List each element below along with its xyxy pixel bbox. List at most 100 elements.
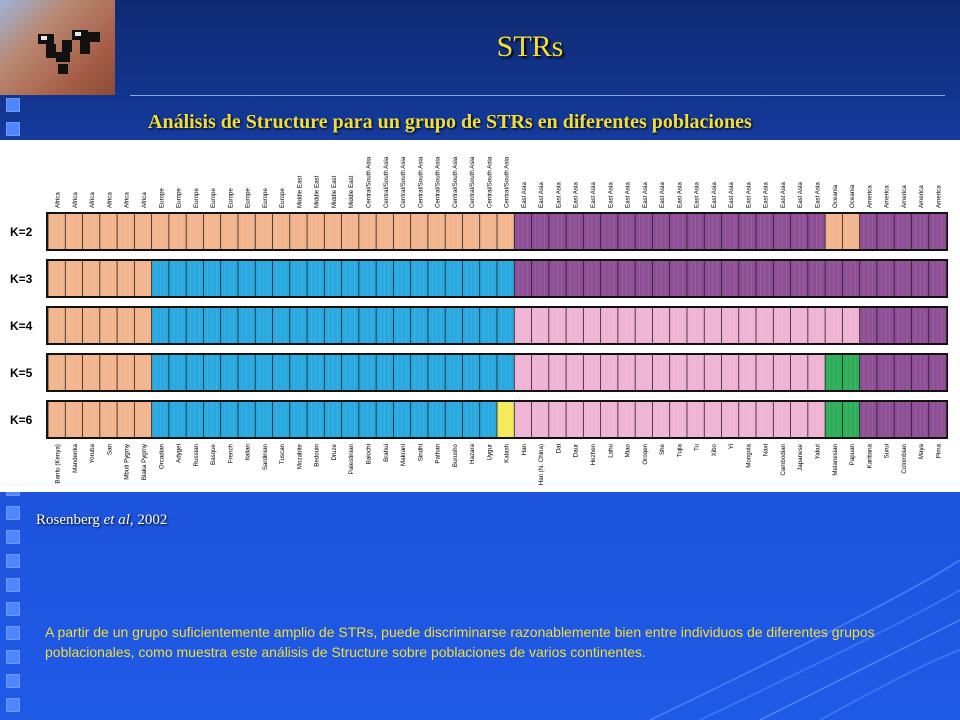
region-label: Africa bbox=[89, 192, 96, 208]
population-block bbox=[117, 402, 135, 437]
population-label: Sardinian bbox=[262, 443, 269, 470]
population-block bbox=[600, 308, 619, 343]
citation-author: Rosenberg bbox=[36, 512, 100, 528]
population-block bbox=[186, 261, 204, 296]
population-label: Basque bbox=[210, 443, 217, 465]
population-block bbox=[600, 261, 619, 296]
population-block bbox=[307, 355, 325, 390]
population-block bbox=[255, 261, 273, 296]
title-divider bbox=[130, 95, 945, 96]
population-block bbox=[876, 355, 895, 390]
population-label: Pima bbox=[935, 443, 942, 458]
population-block bbox=[773, 402, 791, 437]
population-label: Brahui bbox=[383, 444, 390, 462]
population-block bbox=[514, 308, 532, 343]
region-label: East Asia bbox=[745, 182, 752, 208]
population-block bbox=[928, 261, 947, 296]
population-block bbox=[220, 308, 239, 343]
region-label: Central/South Asia bbox=[504, 156, 511, 208]
population-block bbox=[583, 261, 601, 296]
population-block bbox=[203, 402, 221, 437]
region-label: Central/South Asia bbox=[383, 156, 390, 208]
population-block bbox=[600, 355, 619, 390]
population-block bbox=[445, 402, 463, 437]
population-block bbox=[566, 214, 584, 249]
population-block bbox=[756, 308, 774, 343]
population-block bbox=[410, 261, 429, 296]
population-block bbox=[462, 402, 481, 437]
population-block bbox=[859, 402, 878, 437]
population-block bbox=[117, 355, 135, 390]
region-label: Europe bbox=[176, 187, 183, 208]
region-label: Africa bbox=[106, 192, 113, 208]
population-block bbox=[669, 308, 688, 343]
population-block bbox=[825, 261, 843, 296]
population-block bbox=[773, 308, 791, 343]
population-block bbox=[479, 355, 498, 390]
population-label: Dai bbox=[555, 444, 562, 453]
population-block bbox=[738, 308, 757, 343]
population-block bbox=[272, 355, 291, 390]
population-block bbox=[289, 261, 308, 296]
population-label: Druze bbox=[331, 443, 338, 460]
k-label: K=5 bbox=[10, 366, 33, 380]
population-block bbox=[894, 214, 912, 249]
population-block bbox=[704, 402, 722, 437]
region-label: America bbox=[901, 185, 908, 208]
population-block bbox=[704, 308, 722, 343]
population-block bbox=[859, 308, 878, 343]
population-block bbox=[272, 261, 291, 296]
population-block bbox=[756, 214, 774, 249]
population-block bbox=[203, 308, 221, 343]
population-label: Pathan bbox=[435, 443, 442, 463]
population-block bbox=[462, 355, 481, 390]
population-label: Daur bbox=[573, 444, 580, 457]
population-block bbox=[358, 355, 377, 390]
population-block bbox=[48, 261, 66, 296]
region-label: East Asia bbox=[521, 182, 528, 208]
region-label: Central/South Asia bbox=[400, 156, 407, 208]
population-block bbox=[393, 402, 411, 437]
region-label: East Asia bbox=[814, 182, 821, 208]
k-label: K=4 bbox=[10, 319, 33, 333]
region-label: Central/South Asia bbox=[469, 156, 476, 208]
population-block bbox=[410, 402, 429, 437]
region-label: Africa bbox=[72, 192, 79, 208]
population-block bbox=[773, 355, 791, 390]
population-block bbox=[807, 308, 826, 343]
population-block bbox=[859, 214, 878, 249]
k-label: K=3 bbox=[10, 272, 33, 286]
population-block bbox=[393, 214, 411, 249]
population-label: Yoruba bbox=[89, 443, 96, 463]
population-block bbox=[635, 214, 653, 249]
region-label: East Asia bbox=[763, 182, 770, 208]
population-block bbox=[669, 355, 688, 390]
population-block bbox=[548, 214, 567, 249]
population-block bbox=[48, 308, 66, 343]
population-block bbox=[255, 308, 273, 343]
population-block bbox=[324, 355, 342, 390]
region-label: East Asia bbox=[694, 182, 701, 208]
region-label: East Asia bbox=[625, 182, 632, 208]
population-block bbox=[859, 261, 878, 296]
region-label: East Asia bbox=[590, 182, 597, 208]
slide-subtitle: Análisis de Structure para un grupo de S… bbox=[148, 111, 752, 133]
population-block bbox=[341, 308, 360, 343]
population-block bbox=[514, 402, 532, 437]
region-label: Middle East bbox=[296, 175, 303, 208]
population-block bbox=[583, 214, 601, 249]
region-label: Middle East bbox=[348, 175, 355, 208]
population-block bbox=[427, 261, 446, 296]
population-label: Tujia bbox=[676, 443, 683, 457]
citation-year: , 2002 bbox=[129, 512, 168, 528]
population-block bbox=[876, 214, 895, 249]
population-block bbox=[531, 261, 550, 296]
population-block bbox=[807, 355, 826, 390]
structure-figure: K=2 K=3 K=4 K=5 K=6 Africa Africa Africa Africa A… bbox=[0, 140, 960, 492]
population-block bbox=[652, 402, 670, 437]
population-block bbox=[324, 308, 342, 343]
population-block bbox=[99, 355, 118, 390]
population-block bbox=[358, 308, 377, 343]
region-label: Europe bbox=[158, 187, 165, 208]
population-block bbox=[479, 214, 498, 249]
